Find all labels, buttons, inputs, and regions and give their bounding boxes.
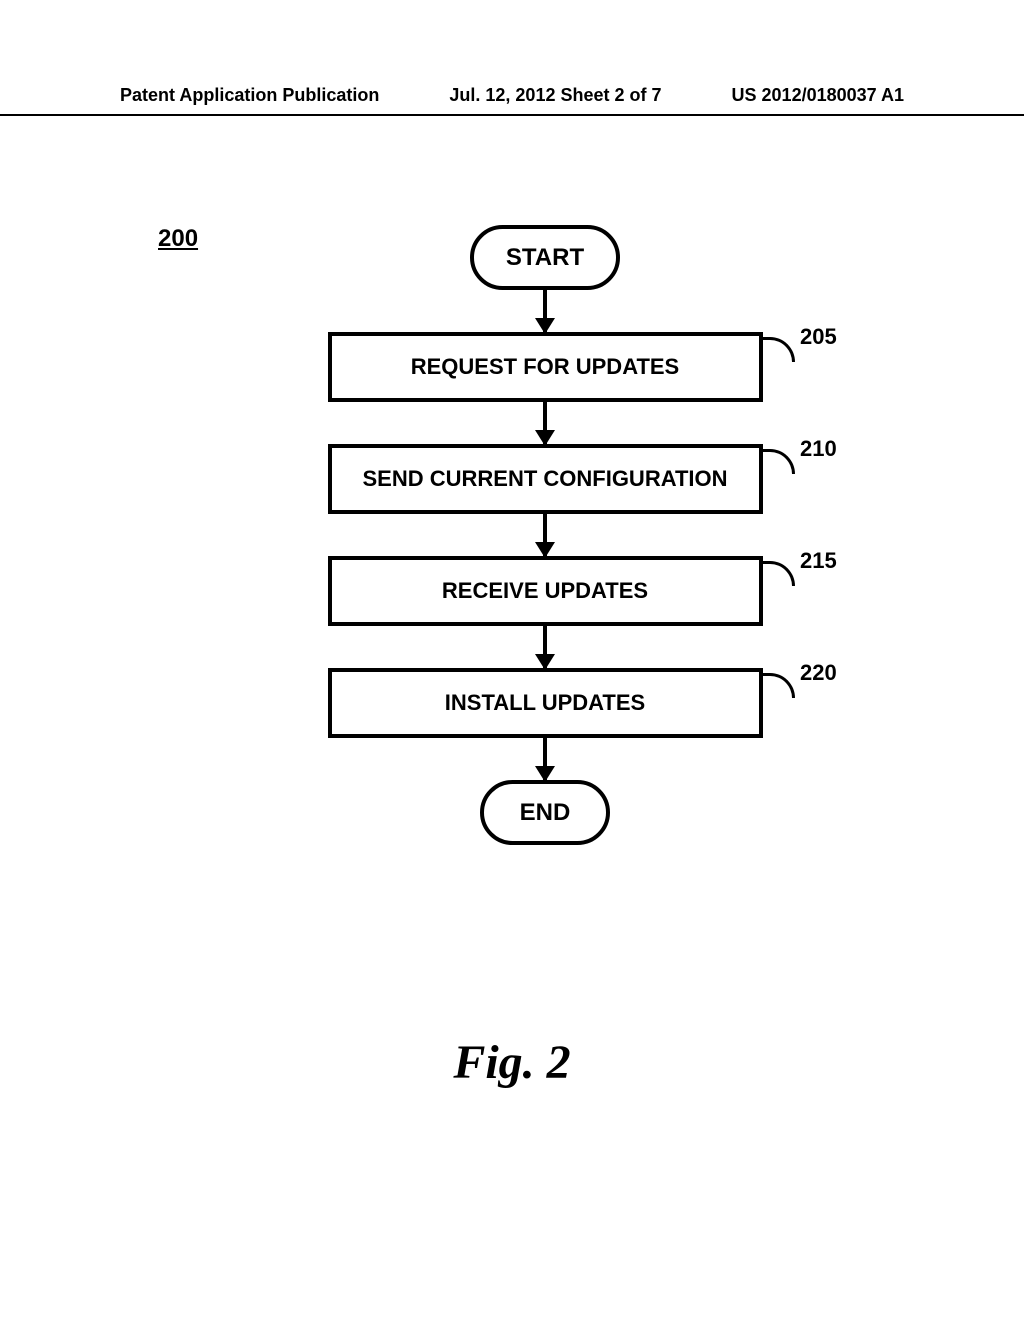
- arrow: [543, 402, 547, 444]
- arrow: [543, 738, 547, 780]
- flowchart-container: START REQUEST FOR UPDATES 205 SEND CURRE…: [260, 225, 830, 845]
- process-box-2: SEND CURRENT CONFIGURATION: [328, 444, 763, 514]
- start-label: START: [506, 244, 584, 272]
- process-label: RECEIVE UPDATES: [442, 578, 648, 604]
- ref-curve: [760, 561, 795, 586]
- figure-caption: Fig. 2: [453, 1035, 570, 1090]
- ref-label: 215: [800, 548, 837, 574]
- ref-label: 205: [800, 324, 837, 350]
- header-left: Patent Application Publication: [120, 85, 379, 106]
- header-right: US 2012/0180037 A1: [732, 85, 904, 106]
- arrow: [543, 626, 547, 668]
- page-header: Patent Application Publication Jul. 12, …: [0, 85, 1024, 116]
- figure-number: 200: [158, 225, 198, 253]
- arrow: [543, 290, 547, 332]
- header-center: Jul. 12, 2012 Sheet 2 of 7: [449, 85, 661, 106]
- arrow: [543, 514, 547, 556]
- start-terminal: START: [470, 225, 620, 290]
- ref-curve: [760, 673, 795, 698]
- ref-curve: [760, 337, 795, 362]
- ref-curve: [760, 449, 795, 474]
- end-label: END: [520, 799, 571, 827]
- process-box-3: RECEIVE UPDATES: [328, 556, 763, 626]
- process-label: REQUEST FOR UPDATES: [411, 354, 680, 380]
- process-box-4: INSTALL UPDATES: [328, 668, 763, 738]
- ref-label: 220: [800, 660, 837, 686]
- end-terminal: END: [480, 780, 610, 845]
- process-label: SEND CURRENT CONFIGURATION: [362, 466, 727, 492]
- process-label: INSTALL UPDATES: [445, 690, 645, 716]
- process-box-1: REQUEST FOR UPDATES: [328, 332, 763, 402]
- ref-label: 210: [800, 436, 837, 462]
